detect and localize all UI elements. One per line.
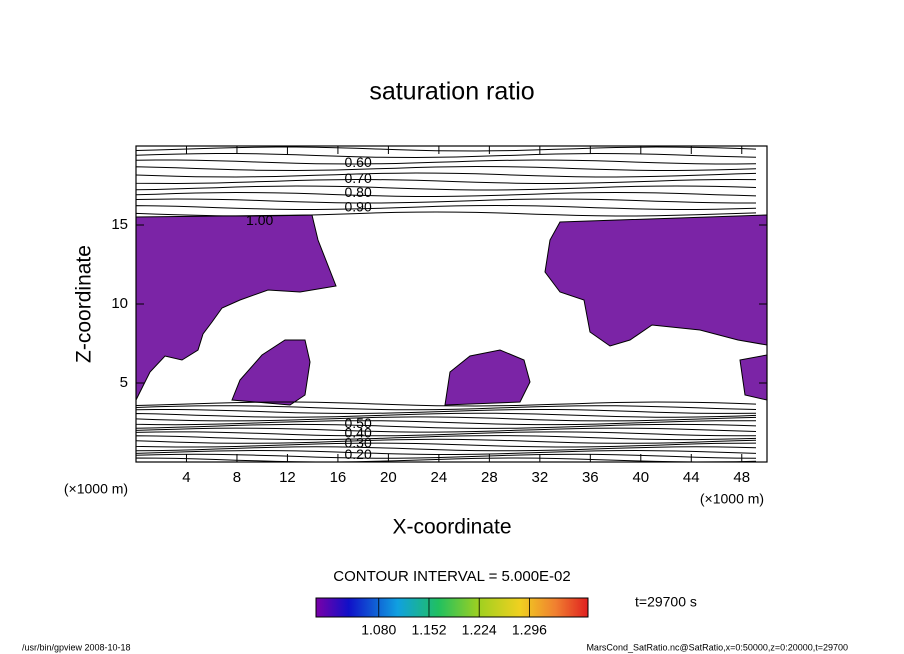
contour-label: 0.30 [344, 435, 371, 451]
contour-line [136, 198, 756, 204]
x-tick-label: 4 [182, 469, 190, 486]
region [739, 354, 767, 401]
x-tick-label: 28 [481, 469, 498, 486]
region [544, 214, 767, 347]
contour-line [136, 401, 757, 407]
contour-line [136, 172, 757, 178]
contour-line [136, 416, 757, 422]
contour-label: 0.70 [344, 170, 371, 186]
contour-line [136, 204, 757, 210]
contour-label: 0.90 [344, 198, 371, 214]
colorbar-tick-label: 1.152 [411, 622, 446, 638]
x-tick-label: 20 [380, 469, 397, 486]
contour-line [136, 146, 757, 152]
x-tick-label: 12 [279, 469, 296, 486]
region [444, 349, 531, 406]
chart-title: saturation ratio [369, 78, 534, 106]
x-tick-label: 36 [582, 469, 599, 486]
saturated-regions [136, 214, 767, 406]
x-tick-label: 48 [733, 469, 750, 486]
contour-line [136, 412, 757, 418]
contour-line [136, 409, 757, 415]
region [231, 339, 311, 406]
y-axis-label: Z-coordinate [73, 245, 96, 363]
contour-label: 0.60 [344, 154, 371, 170]
x-tick-label: 40 [632, 469, 649, 486]
x-tick-label: 44 [683, 469, 700, 486]
contour-line [136, 457, 757, 462]
contour-label: 1.00 [246, 212, 273, 228]
x-axis-label: X-coordinate [392, 516, 511, 539]
colorbar-tick-label: 1.080 [361, 622, 396, 638]
contour-line [136, 165, 757, 172]
contour-line [136, 178, 757, 185]
time-label: t=29700 s [635, 594, 697, 610]
contour-line [136, 438, 757, 444]
x-tick-label: 16 [330, 469, 347, 486]
contour-line [136, 435, 757, 441]
contour-line [136, 405, 757, 411]
contour-line [136, 159, 757, 165]
contour-line [136, 442, 757, 448]
contour-line [136, 446, 757, 452]
contour-line [136, 427, 757, 433]
x-tick-label: 24 [431, 469, 448, 486]
contour-label: 0.20 [344, 446, 371, 462]
contour-line [136, 453, 757, 459]
footer-left: /usr/bin/gpview 2008-10-18 [22, 642, 131, 652]
contour-label: 0.80 [344, 184, 371, 200]
colorbar-tick-label: 1.296 [512, 622, 547, 638]
x-unit: (×1000 m) [700, 491, 764, 507]
region [136, 214, 337, 401]
contour-label: 0.40 [344, 424, 371, 440]
footer-right: MarsCond_SatRatio.nc@SatRatio,x=0:50000,… [586, 642, 848, 652]
contour-line [136, 185, 757, 191]
contour-line [136, 423, 757, 429]
contour-line [136, 431, 756, 437]
colorbar-tick-label: 1.224 [462, 622, 497, 638]
contour-line [136, 152, 757, 159]
contour-lines [136, 146, 757, 462]
y-tick-label: 5 [120, 374, 128, 391]
contour-label: 0.50 [344, 415, 371, 431]
contour-line [136, 420, 757, 426]
contour-interval: CONTOUR INTERVAL = 5.000E-02 [333, 568, 570, 585]
x-unit: (×1000 m) [64, 481, 128, 497]
colorbar [315, 597, 589, 618]
contour-line [136, 191, 757, 197]
y-tick-label: 15 [111, 216, 128, 233]
x-tick-label: 32 [531, 469, 548, 486]
contour-line [136, 449, 757, 455]
x-tick-label: 8 [233, 469, 241, 486]
y-tick-label: 10 [111, 295, 128, 312]
contour-line [136, 211, 757, 217]
